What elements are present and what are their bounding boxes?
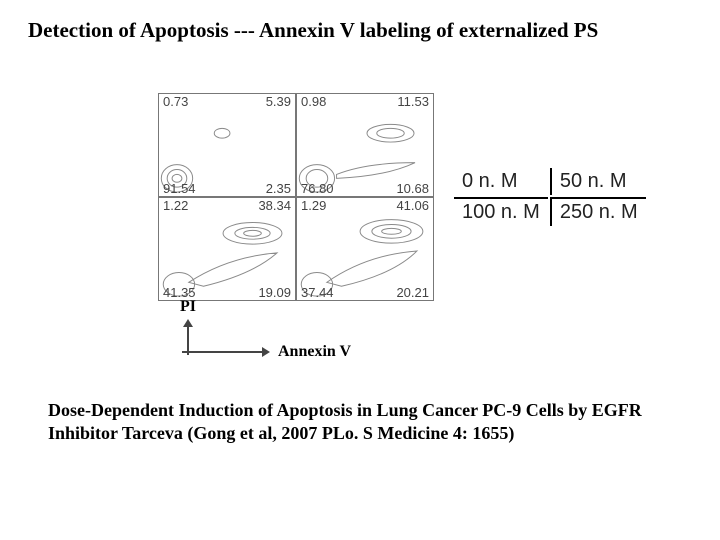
quad-tr: 41.06: [396, 198, 429, 213]
quad-tr: 38.34: [258, 198, 291, 213]
quad-tl: 0.73: [163, 94, 188, 109]
arrow-up-icon: [183, 319, 193, 327]
x-axis-label: Annexin V: [278, 343, 351, 361]
quad-tl: 1.22: [163, 198, 188, 213]
quad-br: 20.21: [396, 285, 429, 300]
arrow-right-icon: [262, 347, 270, 357]
facs-panel-3: 1.29 41.06 37.44 20.21: [296, 197, 434, 301]
legend-100nm: 100 n. M: [454, 197, 548, 226]
quad-tr: 5.39: [266, 94, 291, 109]
y-axis-label: PI: [180, 298, 196, 316]
quad-bl: 37.44: [301, 285, 334, 300]
quad-tl: 0.98: [301, 94, 326, 109]
figure-row: 0.73 5.39 91.54 2.35 0.98 11.53: [158, 93, 692, 301]
facs-panel-0: 0.73 5.39 91.54 2.35: [158, 93, 296, 197]
quad-br: 19.09: [258, 285, 291, 300]
legend-50nm: 50 n. M: [550, 168, 646, 195]
facs-panel-2: 1.22 38.34 41.35 19.09: [158, 197, 296, 301]
quad-tl: 1.29: [301, 198, 326, 213]
concentration-legend: 0 n. M 50 n. M 100 n. M 250 n. M: [452, 166, 648, 228]
legend-250nm: 250 n. M: [550, 197, 646, 226]
axis-labels: PI Annexin V: [198, 343, 438, 361]
facs-panels: 0.73 5.39 91.54 2.35 0.98 11.53: [158, 93, 434, 301]
page-title: Detection of Apoptosis --- Annexin V lab…: [28, 18, 692, 43]
quad-tr: 11.53: [397, 94, 429, 109]
quad-bl: 91.54: [163, 181, 196, 196]
figure-caption: Dose-Dependent Induction of Apoptosis in…: [48, 399, 672, 444]
legend-0nm: 0 n. M: [454, 168, 548, 195]
quad-br: 2.35: [266, 181, 291, 196]
quad-br: 10.68: [396, 181, 429, 196]
facs-panel-1: 0.98 11.53 76.80 10.68: [296, 93, 434, 197]
quad-bl: 76.80: [301, 181, 334, 196]
